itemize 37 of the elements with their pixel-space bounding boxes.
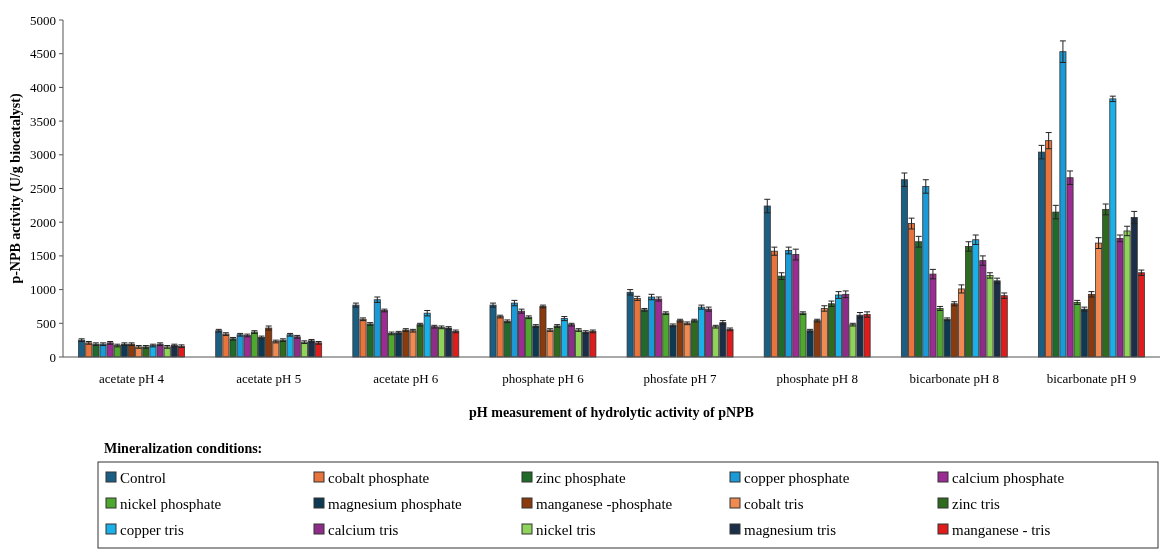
y-tick-label: 4000: [30, 79, 56, 95]
legend-label: magnesium tris: [744, 522, 837, 539]
legend-label: nickel phosphate: [120, 496, 222, 513]
y-axis-title: p-NPB activity (U/g biocatalyst): [8, 93, 24, 284]
legend-label: copper tris: [120, 522, 184, 539]
y-tick-label: 2000: [30, 214, 56, 230]
x-tick-label: acetate pH 4: [99, 371, 165, 386]
y-tick-label: 1000: [30, 282, 56, 298]
y-tick-label: 0: [49, 349, 56, 365]
x-tick-label: phosphate pH 8: [776, 371, 858, 386]
x-tick-label: bicarbonate pH 8: [909, 371, 1000, 386]
y-tick-label: 500: [36, 315, 56, 331]
legend-label: calcium tris: [328, 522, 399, 539]
x-tick-label: acetate pH 5: [236, 371, 302, 386]
legend-label: Control: [120, 470, 166, 487]
y-tick-label: 2500: [30, 181, 56, 197]
legend-label: copper phosphate: [744, 470, 850, 487]
y-tick-label: 3500: [30, 113, 56, 129]
y-tick-label: 3000: [30, 147, 56, 163]
x-tick-label: phosphate pH 6: [502, 371, 585, 386]
x-tick-label: acetate pH 6: [373, 371, 439, 386]
legend-label: calcium phosphate: [952, 470, 1065, 487]
legend-label: cobalt phosphate: [328, 470, 430, 487]
legend-label: magnesium phosphate: [328, 496, 463, 513]
y-tick-label: 4500: [30, 46, 56, 62]
x-tick-label: phosfate pH 7: [643, 371, 718, 386]
legend-label: zinc phosphate: [536, 470, 626, 487]
y-tick-label: 1500: [30, 248, 56, 264]
legend-label: manganese -phosphate: [536, 496, 673, 513]
legend-title: Mineralization conditions:: [104, 441, 263, 456]
y-tick-label: 5000: [30, 12, 56, 28]
legend-label: nickel tris: [536, 522, 596, 539]
legend-label: cobalt tris: [744, 496, 804, 513]
x-tick-label: bicarbonate pH 9: [1046, 371, 1137, 386]
x-axis-title: pH measurement of hydrolytic activity of pNPB: [469, 405, 754, 420]
legend-label: manganese - tris: [952, 522, 1051, 539]
legend-label: zinc tris: [952, 496, 1001, 513]
